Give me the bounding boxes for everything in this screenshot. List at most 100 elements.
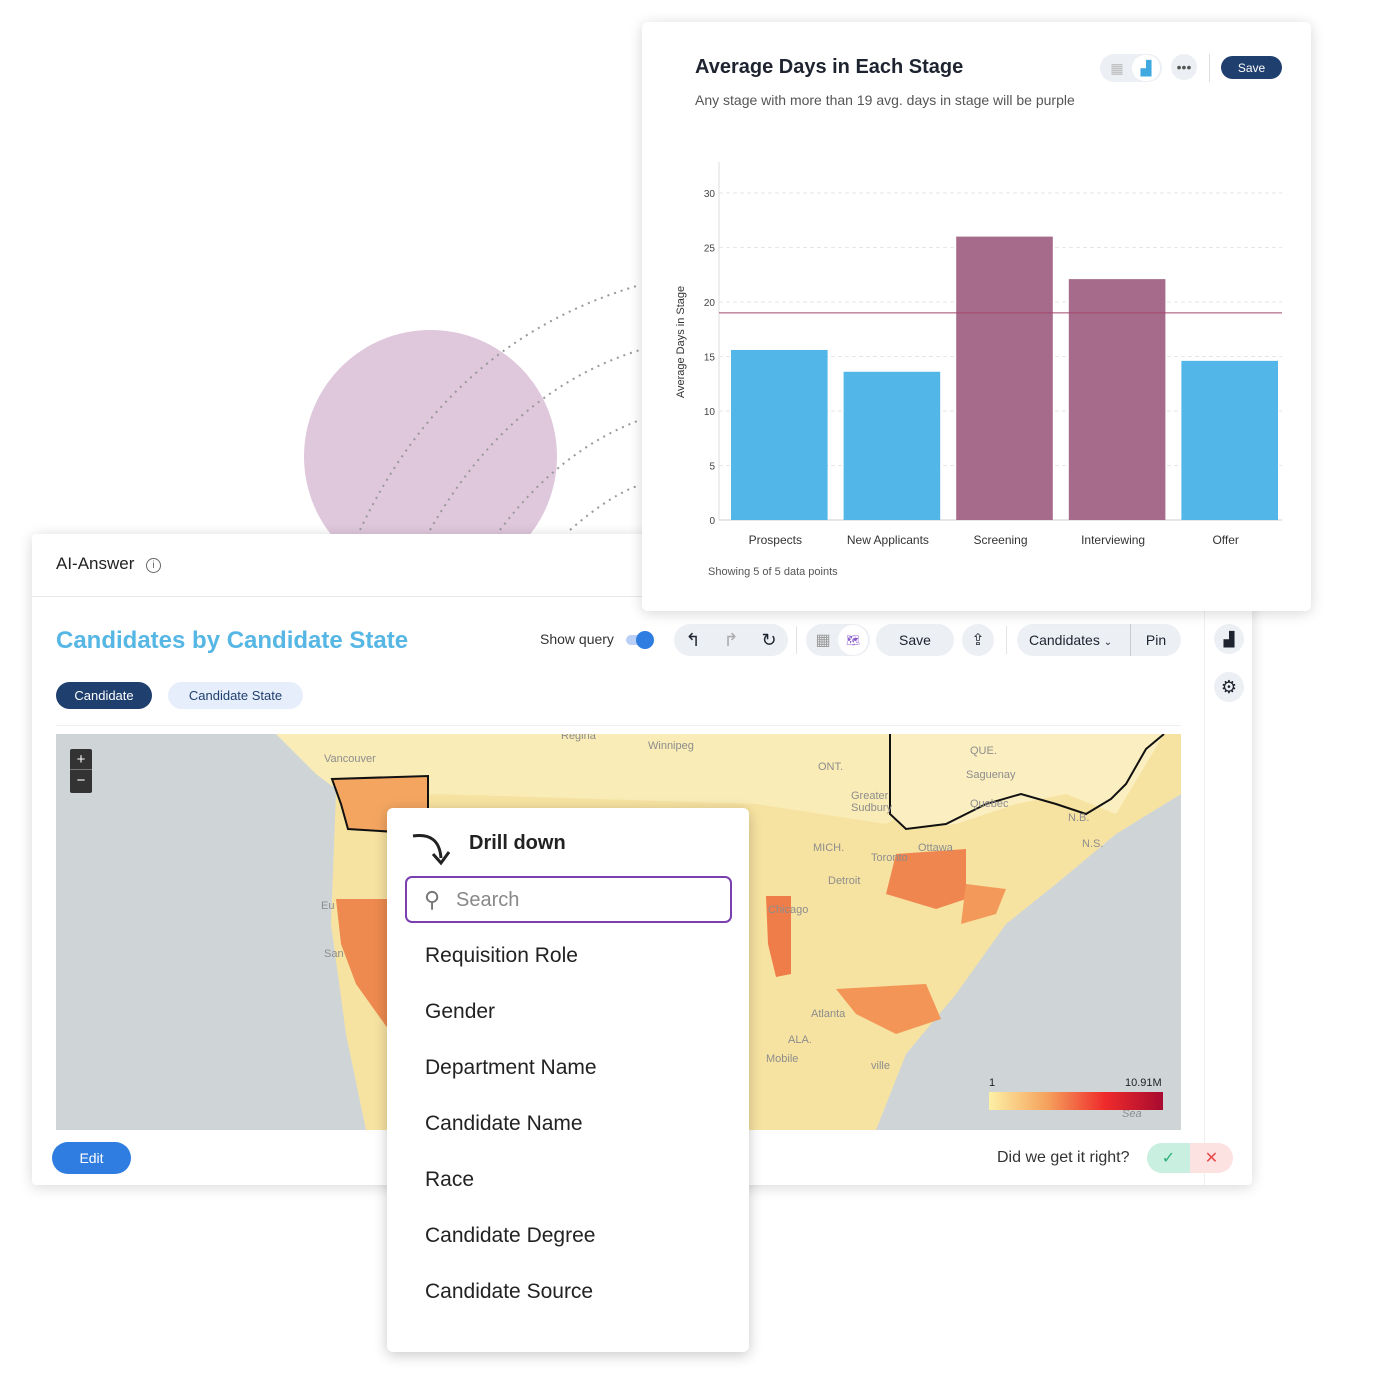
map-label: Saguenay	[966, 769, 1016, 781]
y-tick-label: 0	[709, 516, 715, 527]
search-icon: ⚲	[424, 887, 441, 912]
bar-chart-icon[interactable]: ▟	[1132, 55, 1160, 81]
reset-icon[interactable]: ↻	[761, 629, 777, 650]
chip-candidate-state[interactable]: Candidate State	[168, 682, 303, 709]
thumbs-down-button[interactable]: ✕	[1190, 1143, 1233, 1173]
share-icon: ⇪	[971, 632, 985, 649]
history-controls: ↰ ↱ ↻	[674, 624, 788, 656]
x-tick-label: Offer	[1212, 533, 1238, 547]
ellipsis-icon: •••	[1176, 59, 1192, 75]
drill-item[interactable]: Department Name	[425, 1056, 597, 1079]
divider	[1209, 54, 1210, 82]
candidates-dropdown[interactable]: Candidates ⌄	[1017, 632, 1130, 648]
x-tick-label: New Applicants	[847, 533, 929, 547]
drill-item[interactable]: Candidate Source	[425, 1280, 594, 1303]
x-tick-label: Screening	[973, 533, 1027, 547]
zoom-in-button[interactable]: +	[70, 749, 92, 770]
more-options-button[interactable]: •••	[1171, 54, 1197, 80]
search-placeholder: Search	[456, 889, 520, 911]
map-label: Vancouver	[324, 753, 376, 765]
map-label: Quebec	[970, 798, 1009, 810]
map-label: Greater Sudbury	[851, 790, 892, 814]
map-label: Mobile	[766, 1053, 799, 1065]
y-tick-label: 10	[704, 407, 716, 418]
undo-icon[interactable]: ↰	[685, 629, 701, 650]
y-tick-label: 25	[704, 244, 716, 255]
pin-button[interactable]: Pin	[1145, 632, 1167, 648]
zoom-controls: + −	[70, 749, 92, 793]
bar	[1181, 360, 1278, 520]
side-divider	[1204, 596, 1205, 1185]
divider	[1006, 626, 1007, 654]
map-label: ville	[871, 1060, 890, 1072]
redo-icon[interactable]: ↱	[723, 629, 739, 650]
map-label: Atlanta	[811, 1008, 846, 1020]
ai-answer-header: AI-Answer	[56, 554, 135, 573]
map-label: Sea	[1122, 1108, 1142, 1120]
divider	[1130, 624, 1131, 656]
y-tick-label: 15	[704, 353, 716, 364]
legend-min: 1	[989, 1077, 996, 1089]
drill-item[interactable]: Gender	[425, 1000, 496, 1023]
y-axis-label: Average Days in Stage	[675, 286, 687, 398]
map-label: QUE.	[970, 745, 997, 757]
color-legend	[989, 1092, 1163, 1110]
table-icon[interactable]: ▦	[1110, 59, 1124, 76]
drill-down-arrow-icon	[412, 833, 451, 866]
table-icon[interactable]: ▦	[815, 632, 831, 649]
chart-title: Average Days in Each Stage	[695, 56, 964, 78]
x-tick-label: Interviewing	[1081, 533, 1145, 547]
zoom-out-button[interactable]: −	[76, 772, 86, 789]
map-label: ALA.	[788, 1034, 812, 1046]
drill-search-input[interactable]: ⚲ Search	[405, 876, 732, 923]
visualization-toggle[interactable]: ▦ 🗺	[806, 624, 870, 656]
share-button[interactable]: ⇪	[962, 624, 994, 656]
gear-icon: ⚙	[1220, 676, 1238, 697]
drill-item[interactable]: Candidate Name	[425, 1112, 583, 1135]
chevron-down-icon: ⌄	[1103, 637, 1113, 648]
drill-item[interactable]: Race	[425, 1168, 475, 1191]
drill-item[interactable]: Requisition Role	[425, 944, 578, 967]
map-icon[interactable]: 🗺	[838, 625, 868, 655]
divider	[796, 626, 797, 654]
bar	[731, 349, 828, 520]
map-label: Ottawa	[918, 842, 953, 854]
map-label: San	[324, 948, 344, 960]
divider	[56, 725, 1181, 726]
map-label: Toronto	[871, 852, 908, 864]
thumbs-up-button[interactable]: ✓	[1147, 1143, 1190, 1173]
settings-button[interactable]: ⚙	[1214, 672, 1244, 702]
map-label: Winnipeg	[648, 740, 694, 752]
decorative-dotted-arcs	[359, 284, 641, 531]
check-icon: ✓	[1161, 1150, 1176, 1167]
map-label: N.S.	[1082, 838, 1104, 850]
view-toggle[interactable]: ▦ ▟	[1100, 54, 1162, 82]
drill-down-title: Drill down	[469, 832, 566, 854]
drill-item[interactable]: Candidate Degree	[425, 1224, 596, 1247]
save-button[interactable]: Save	[876, 624, 954, 656]
chart-subtitle: Any stage with more than 19 avg. days in…	[695, 92, 1075, 108]
chart-card: Average Days in Each Stage Any stage wit…	[642, 22, 1311, 611]
data-points-caption: Showing 5 of 5 data points	[708, 566, 838, 578]
edit-button[interactable]: Edit	[52, 1142, 131, 1174]
bar	[843, 371, 941, 520]
info-icon[interactable]: i	[146, 558, 161, 573]
candidates-pin-group: Candidates ⌄ Pin	[1017, 624, 1181, 656]
map-label: Eu	[321, 900, 335, 912]
y-tick-label: 30	[704, 189, 716, 200]
bar-chart: 0 5 10 15 20 25 30 Prospects New Applicants Scree…	[675, 162, 1282, 547]
close-icon: ✕	[1204, 1150, 1219, 1167]
bar	[956, 236, 1053, 520]
show-query-toggle[interactable]	[626, 631, 654, 649]
chip-candidate[interactable]: Candidate	[56, 682, 152, 709]
chart-save-button[interactable]: Save	[1221, 56, 1282, 79]
map-label: N.B.	[1068, 812, 1090, 824]
map-label: Regina	[561, 734, 596, 742]
bar-chart-icon: ▟	[1223, 630, 1235, 647]
map-label: Chicago	[768, 904, 809, 916]
legend-max: 10.91M	[1125, 1077, 1162, 1089]
chart-settings-button[interactable]: ▟	[1214, 624, 1244, 654]
map-label: MICH.	[813, 842, 845, 854]
drill-down-menu: Drill down ⚲ Search Requisition Role Gen…	[387, 808, 749, 1352]
answer-title: Candidates by Candidate State	[56, 627, 409, 654]
